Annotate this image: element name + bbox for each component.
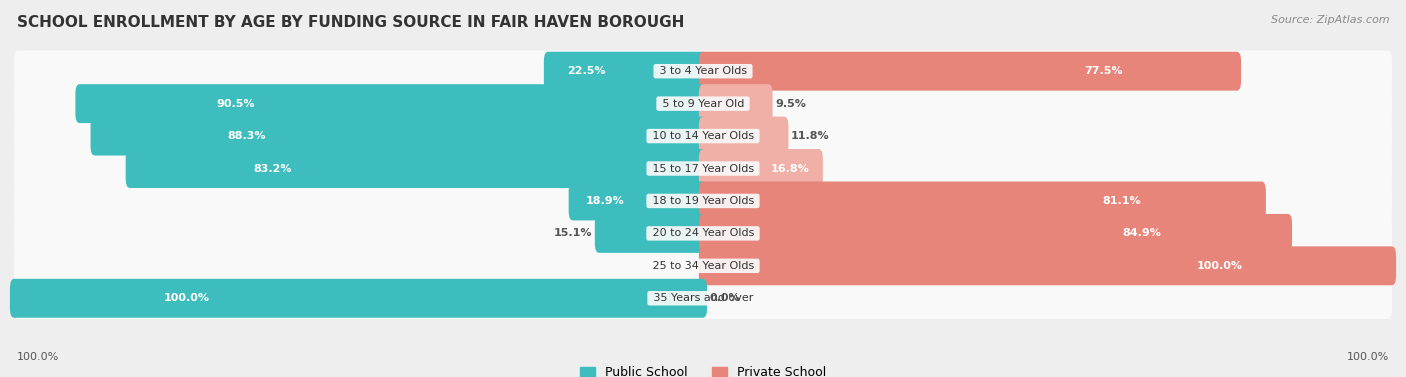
FancyBboxPatch shape <box>125 149 707 188</box>
Text: 16.8%: 16.8% <box>770 164 810 173</box>
Text: 25 to 34 Year Olds: 25 to 34 Year Olds <box>648 261 758 271</box>
Text: 77.5%: 77.5% <box>1084 66 1123 76</box>
FancyBboxPatch shape <box>595 214 707 253</box>
Text: 18.9%: 18.9% <box>586 196 624 206</box>
Text: 100.0%: 100.0% <box>163 293 209 303</box>
Text: 90.5%: 90.5% <box>217 99 254 109</box>
FancyBboxPatch shape <box>14 51 1392 92</box>
FancyBboxPatch shape <box>14 213 1392 254</box>
Text: 18 to 19 Year Olds: 18 to 19 Year Olds <box>648 196 758 206</box>
Text: 88.3%: 88.3% <box>228 131 266 141</box>
Text: 22.5%: 22.5% <box>568 66 606 76</box>
FancyBboxPatch shape <box>544 52 707 90</box>
Text: 9.5%: 9.5% <box>775 99 806 109</box>
Text: 83.2%: 83.2% <box>254 164 292 173</box>
FancyBboxPatch shape <box>10 279 707 318</box>
Text: 0.0%: 0.0% <box>710 293 741 303</box>
FancyBboxPatch shape <box>699 246 1396 285</box>
Text: 20 to 24 Year Olds: 20 to 24 Year Olds <box>648 228 758 238</box>
FancyBboxPatch shape <box>14 277 1392 319</box>
FancyBboxPatch shape <box>14 148 1392 189</box>
Text: 84.9%: 84.9% <box>1122 228 1161 238</box>
Text: 10 to 14 Year Olds: 10 to 14 Year Olds <box>648 131 758 141</box>
FancyBboxPatch shape <box>90 116 707 156</box>
FancyBboxPatch shape <box>699 52 1241 90</box>
Text: SCHOOL ENROLLMENT BY AGE BY FUNDING SOURCE IN FAIR HAVEN BOROUGH: SCHOOL ENROLLMENT BY AGE BY FUNDING SOUR… <box>17 15 685 30</box>
Text: 5 to 9 Year Old: 5 to 9 Year Old <box>658 99 748 109</box>
FancyBboxPatch shape <box>14 245 1392 287</box>
Text: 3 to 4 Year Olds: 3 to 4 Year Olds <box>655 66 751 76</box>
Text: 81.1%: 81.1% <box>1102 196 1142 206</box>
Text: 15.1%: 15.1% <box>554 228 592 238</box>
FancyBboxPatch shape <box>699 181 1265 221</box>
Text: 100.0%: 100.0% <box>1347 352 1389 362</box>
Text: 100.0%: 100.0% <box>1197 261 1243 271</box>
FancyBboxPatch shape <box>699 214 1292 253</box>
FancyBboxPatch shape <box>14 115 1392 157</box>
FancyBboxPatch shape <box>76 84 707 123</box>
FancyBboxPatch shape <box>699 149 823 188</box>
Text: Source: ZipAtlas.com: Source: ZipAtlas.com <box>1271 15 1389 25</box>
FancyBboxPatch shape <box>14 180 1392 222</box>
FancyBboxPatch shape <box>14 83 1392 124</box>
FancyBboxPatch shape <box>568 181 707 221</box>
Legend: Public School, Private School: Public School, Private School <box>579 366 827 377</box>
Text: 35 Years and over: 35 Years and over <box>650 293 756 303</box>
FancyBboxPatch shape <box>699 116 789 156</box>
Text: 15 to 17 Year Olds: 15 to 17 Year Olds <box>648 164 758 173</box>
Text: 100.0%: 100.0% <box>17 352 59 362</box>
Text: 11.8%: 11.8% <box>792 131 830 141</box>
FancyBboxPatch shape <box>699 84 772 123</box>
